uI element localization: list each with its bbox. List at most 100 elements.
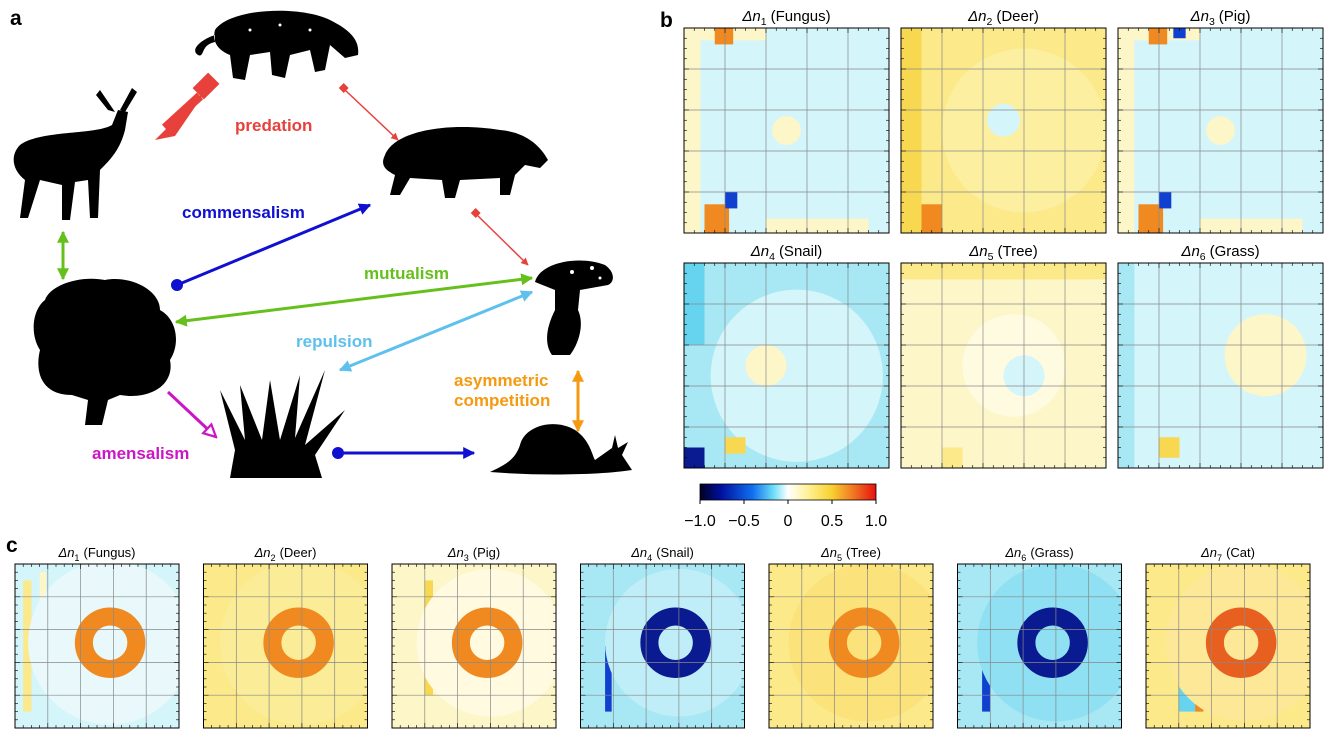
heatmap-image — [15, 561, 192, 728]
title-index: 2 — [271, 553, 276, 563]
heatmap-image — [958, 564, 1135, 728]
title-symbol: Δn — [630, 545, 647, 560]
grass — [220, 370, 345, 478]
title-name: (Tree) — [997, 243, 1037, 260]
arrow-base — [332, 447, 344, 459]
heatmap-title: Δn4(Snail) — [750, 243, 823, 263]
snail — [490, 424, 632, 474]
heatmap: Δn4(Snail) — [581, 545, 753, 728]
colorbar-tick-label: 0 — [784, 513, 793, 530]
heatmap-image — [392, 564, 564, 728]
heatmap-region — [942, 448, 963, 469]
heatmap: Δn5(Tree) — [901, 243, 1106, 468]
heatmap-region — [725, 437, 746, 453]
heatmap-image — [684, 263, 889, 468]
heatmap: Δn7 (Cat) — [1146, 545, 1323, 728]
title-symbol: Δn — [1004, 545, 1021, 560]
heatmap-title: Δn1(Fungus) — [57, 545, 135, 563]
title-symbol: Δn — [447, 545, 464, 560]
heatmap-region — [725, 192, 737, 208]
interaction-label: amensalism — [92, 444, 189, 463]
colorbar-tick-label: −1.0 — [684, 513, 716, 530]
heatmaps: Δn1(Fungus)Δn2(Deer)Δn3(Pig)Δn4(Snail)Δn… — [15, 8, 1323, 728]
title-index: 5 — [988, 251, 994, 263]
title-name: (Deer) — [996, 8, 1039, 25]
heatmap: Δn5 (Tree) — [769, 545, 946, 728]
heatmap-title: Δn6(Grass) — [1004, 545, 1073, 563]
heatmap: Δn4(Snail) — [684, 243, 889, 468]
interaction-label: competition — [454, 391, 550, 410]
heatmap-title: Δn3(Pig) — [1190, 8, 1251, 28]
interaction-label: predation — [235, 116, 312, 135]
heatmap-title: Δn4(Snail) — [630, 545, 694, 563]
title-index: 1 — [761, 16, 767, 28]
heatmap-region — [28, 561, 192, 725]
figure: a b c predation commensalism mutualism r… — [0, 0, 1325, 739]
title-index: 5 — [837, 553, 842, 563]
heatmap: Δn2(Deer) — [901, 8, 1106, 233]
mutualism-arrow — [176, 278, 532, 322]
mushroom — [535, 260, 613, 355]
title-index: 6 — [1021, 553, 1026, 563]
arrow-base — [171, 279, 183, 291]
title-name: (Snail) — [656, 545, 694, 560]
panel-label: c — [6, 534, 18, 557]
heatmap-region — [1139, 204, 1164, 233]
heatmap-region — [772, 116, 801, 145]
heatmap-region — [901, 28, 922, 233]
predation-arrow-thin — [345, 90, 398, 140]
title-name: (Cat) — [1226, 545, 1255, 560]
repulsion-arrow — [340, 292, 532, 370]
colorbar-tick-label: −0.5 — [728, 513, 760, 530]
title-index: 3 — [464, 553, 469, 563]
title-index: 1 — [74, 553, 79, 563]
tree — [34, 279, 176, 425]
spot — [279, 24, 282, 27]
title-index: 7 — [1217, 553, 1222, 563]
heatmap-title: Δn7 (Cat) — [1200, 545, 1255, 563]
heatmap-image — [901, 28, 1106, 233]
colorbar — [700, 484, 876, 500]
heatmap-title: Δn5(Tree) — [968, 243, 1038, 263]
panel-label: b — [660, 9, 673, 32]
title-name: (Tree) — [846, 545, 881, 560]
heatmap-image — [769, 564, 946, 728]
spot — [599, 277, 602, 280]
heatmap: Δn2 (Deer) — [204, 545, 384, 728]
deer — [14, 88, 137, 220]
title-name: (Fungus) — [83, 545, 135, 560]
title-symbol: Δn — [254, 545, 271, 560]
spot — [309, 29, 312, 32]
heatmap-image — [901, 263, 1106, 468]
spot — [249, 29, 252, 32]
interaction-label: asymmetric — [454, 371, 549, 390]
heatmap-title: Δn1 (Fungus) — [741, 8, 830, 28]
heatmap-region — [1149, 28, 1167, 44]
heatmap-region — [1159, 192, 1171, 208]
heatmap-region — [684, 448, 705, 469]
title-symbol: Δn — [967, 8, 986, 25]
title-symbol: Δn — [820, 545, 837, 560]
heatmap: Δn6(Grass) — [958, 545, 1135, 728]
title-name: (Pig) — [473, 545, 500, 560]
title-name: (Snail) — [779, 243, 822, 260]
title-symbol: Δn — [750, 243, 769, 260]
heatmap-title: Δn2 (Deer) — [254, 545, 317, 563]
heatmap-title: Δn5 (Tree) — [820, 545, 881, 563]
title-index: 3 — [1209, 16, 1215, 28]
interaction-label: repulsion — [296, 332, 373, 351]
title-name: (Deer) — [280, 545, 317, 560]
heatmap-region — [1225, 314, 1307, 396]
interaction-label: commensalism — [182, 203, 305, 222]
heatmap-region — [715, 28, 733, 44]
panel-label: a — [10, 7, 22, 30]
title-symbol: Δn — [741, 8, 760, 25]
heatmap-region — [711, 290, 883, 462]
heatmap-region — [1159, 437, 1180, 458]
heatmap-region — [922, 204, 943, 233]
title-symbol: Δn — [1200, 545, 1217, 560]
heatmap-region — [987, 104, 1020, 137]
heatmap-image — [1118, 263, 1323, 468]
heatmap-region — [705, 204, 730, 233]
title-name: (Fungus) — [771, 8, 831, 25]
